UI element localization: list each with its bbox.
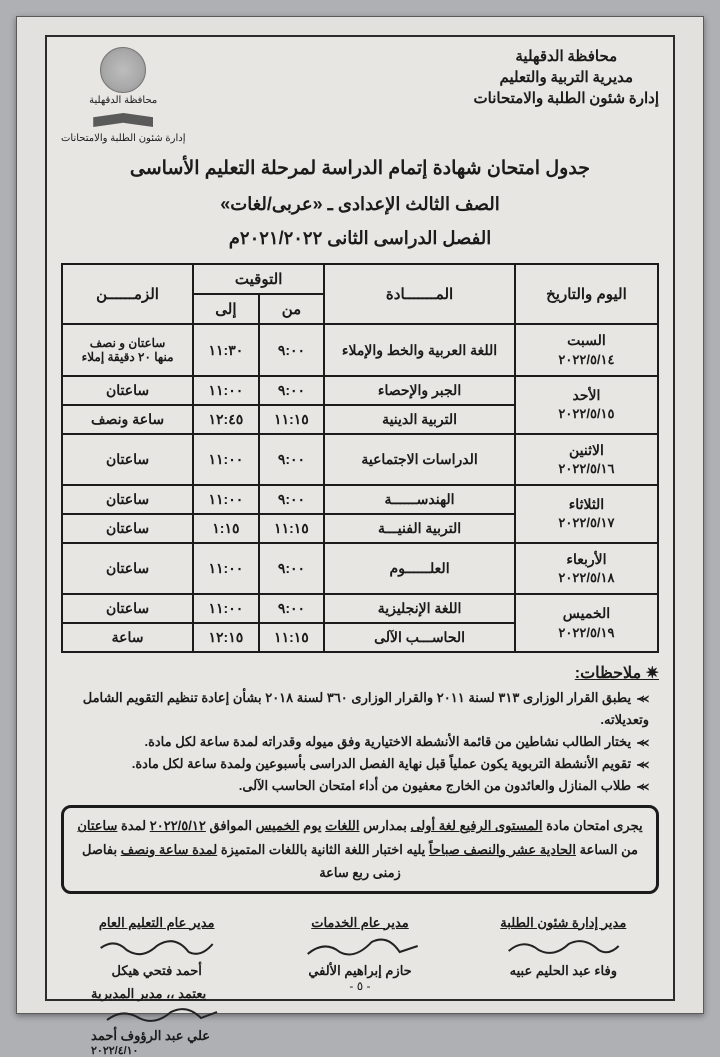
signature-scribble-icon (61, 936, 252, 958)
from-cell: ٩:٠٠ (259, 485, 325, 514)
day-cell: الاثنين٢٠٢٢/٥/١٦ (515, 434, 658, 485)
to-cell: ١:١٥ (193, 514, 259, 543)
gov-small: محافظة الدقهلية (61, 95, 185, 107)
schedule-table: اليوم والتاريخ المـــــــادة التوقيت الز… (61, 263, 659, 652)
subject-cell: اللغة العربية والخط والإملاء (324, 324, 515, 375)
duration-cell: ساعتان (62, 485, 193, 514)
duration-cell: ساعة (62, 623, 193, 652)
sig-3-name: أحمد فتحي هيكل (61, 960, 252, 982)
page-number: - ٥ - (349, 979, 370, 993)
sig-1: مدير إدارة شئون الطلبة وفاء عبد الحليم ع… (468, 912, 659, 982)
gov-line: محافظة الدقهلية (474, 47, 659, 68)
col-day: اليوم والتاريخ (515, 264, 658, 324)
table-row: السبت٢٠٢٢/٥/١٤اللغة العربية والخط والإمل… (62, 324, 658, 375)
signature-scribble-icon (468, 936, 659, 958)
dept-line: إدارة شئون الطلبة والامتحانات (474, 89, 659, 110)
from-cell: ١١:١٥ (259, 405, 325, 434)
sig-1-role: مدير إدارة شئون الطلبة (468, 912, 659, 934)
from-cell: ٩:٠٠ (259, 594, 325, 623)
approve-name: علي عبد الرؤوف أحمد (91, 1028, 659, 1044)
dept-small: إدارة شئون الطلبة والامتحانات (61, 133, 185, 145)
notes-list: يطبق القرار الوزارى ٣١٣ لسنة ٢٠١١ والقرا… (61, 687, 659, 797)
to-cell: ١١:٣٠ (193, 324, 259, 375)
subject-cell: التربية الفنيـــة (324, 514, 515, 543)
duration-cell: ساعتان (62, 514, 193, 543)
notes-label: ✷ ملاحظات: (61, 663, 659, 683)
frame: محافظة الدقهلية مديرية التربية والتعليم … (45, 35, 675, 1001)
col-subject: المـــــــادة (324, 264, 515, 324)
day-cell: الخميس٢٠٢٢/٥/١٩ (515, 594, 658, 652)
col-duration: الزمــــــن (62, 264, 193, 324)
note-item: يطبق القرار الوزارى ٣١٣ لسنة ٢٠١١ والقرا… (61, 687, 649, 731)
duration-cell: ساعتان (62, 543, 193, 594)
governorate-seal-icon (100, 47, 146, 93)
title-line-2: الصف الثالث الإعدادى ـ «عربى/لغات» (61, 187, 659, 221)
approve-role: يعتمد ،، مدير المديرية (91, 986, 659, 1002)
day-cell: الثلاثاء٢٠٢٢/٥/١٧ (515, 485, 658, 543)
open-book-icon (93, 109, 153, 131)
duration-cell: ساعتان و نصفمنها ٢٠ دقيقة إملاء (62, 324, 193, 375)
col-timing: التوقيت (193, 264, 324, 294)
signature-scribble-icon (264, 936, 455, 958)
subject-cell: اللغة الإنجليزية (324, 594, 515, 623)
subject-cell: الجبر والإحصاء (324, 376, 515, 405)
paper-sheet: محافظة الدقهلية مديرية التربية والتعليم … (16, 16, 704, 1014)
sig-1-name: وفاء عبد الحليم عبيه (468, 960, 659, 982)
from-cell: ١١:١٥ (259, 514, 325, 543)
title-line-1: جدول امتحان شهادة إتمام الدراسة لمرحلة ا… (61, 151, 659, 187)
sig-3: مدير عام التعليم العام أحمد فتحي هيكل (61, 912, 252, 982)
table-row: الخميس٢٠٢٢/٥/١٩اللغة الإنجليزية٩:٠٠١١:٠٠… (62, 594, 658, 623)
sig-2-role: مدير عام الخدمات (264, 912, 455, 934)
from-cell: ٩:٠٠ (259, 434, 325, 485)
day-cell: السبت٢٠٢٢/٥/١٤ (515, 324, 658, 375)
sig-2: مدير عام الخدمات حازم إبراهيم الألفي (264, 912, 455, 982)
dir-line: مديرية التربية والتعليم (474, 68, 659, 89)
duration-cell: ساعتان (62, 594, 193, 623)
from-cell: ٩:٠٠ (259, 543, 325, 594)
header-right: محافظة الدقهلية مديرية التربية والتعليم … (474, 47, 659, 110)
boxed-announcement: يجرى امتحان مادة المستوى الرفيع لغة أولى… (61, 805, 659, 893)
table-row: الأربعاء٢٠٢٢/٥/١٨العلــــــوم٩:٠٠١١:٠٠سا… (62, 543, 658, 594)
header-left: محافظة الدقهلية إدارة شئون الطلبة والامت… (61, 47, 185, 145)
day-cell: الأحد٢٠٢٢/٥/١٥ (515, 376, 658, 434)
to-cell: ١١:٠٠ (193, 485, 259, 514)
approve-date: ٢٠٢٢/٤/١٠ (91, 1044, 659, 1057)
subject-cell: الدراسات الاجتماعية (324, 434, 515, 485)
note-item: تقويم الأنشطة التربوية يكون عملياً قبل ن… (61, 753, 649, 775)
subject-cell: الحاســـب الآلى (324, 623, 515, 652)
table-row: الاثنين٢٠٢٢/٥/١٦الدراسات الاجتماعية٩:٠٠١… (62, 434, 658, 485)
subject-cell: العلــــــوم (324, 543, 515, 594)
duration-cell: ساعتان (62, 376, 193, 405)
duration-cell: ساعة ونصف (62, 405, 193, 434)
to-cell: ١٢:١٥ (193, 623, 259, 652)
to-cell: ١١:٠٠ (193, 543, 259, 594)
note-item: يختار الطالب نشاطين من قائمة الأنشطة الا… (61, 731, 649, 753)
from-cell: ٩:٠٠ (259, 324, 325, 375)
from-cell: ١١:١٥ (259, 623, 325, 652)
subject-cell: الهندســــــة (324, 485, 515, 514)
to-cell: ١١:٠٠ (193, 434, 259, 485)
signatures: مدير إدارة شئون الطلبة وفاء عبد الحليم ع… (61, 912, 659, 982)
duration-cell: ساعتان (62, 434, 193, 485)
sig-3-role: مدير عام التعليم العام (61, 912, 252, 934)
subject-cell: التربية الدينية (324, 405, 515, 434)
approve-block: يعتمد ،، مدير المديرية علي عبد الرؤوف أح… (61, 986, 659, 1057)
to-cell: ١١:٠٠ (193, 376, 259, 405)
to-cell: ١٢:٤٥ (193, 405, 259, 434)
title-line-3: الفصل الدراسى الثانى ٢٠٢١/٢٠٢٢م (61, 221, 659, 255)
note-item: طلاب المنازل والعائدون من الخارج معفيون … (61, 775, 649, 797)
day-cell: الأربعاء٢٠٢٢/٥/١٨ (515, 543, 658, 594)
header: محافظة الدقهلية مديرية التربية والتعليم … (61, 47, 659, 145)
title-block: جدول امتحان شهادة إتمام الدراسة لمرحلة ا… (61, 151, 659, 255)
table-row: الأحد٢٠٢٢/٥/١٥الجبر والإحصاء٩:٠٠١١:٠٠ساع… (62, 376, 658, 405)
from-cell: ٩:٠٠ (259, 376, 325, 405)
to-cell: ١١:٠٠ (193, 594, 259, 623)
signature-scribble-icon (91, 1004, 231, 1026)
table-row: الثلاثاء٢٠٢٢/٥/١٧الهندســــــة٩:٠٠١١:٠٠س… (62, 485, 658, 514)
col-from: من (259, 294, 325, 324)
col-to: إلى (193, 294, 259, 324)
